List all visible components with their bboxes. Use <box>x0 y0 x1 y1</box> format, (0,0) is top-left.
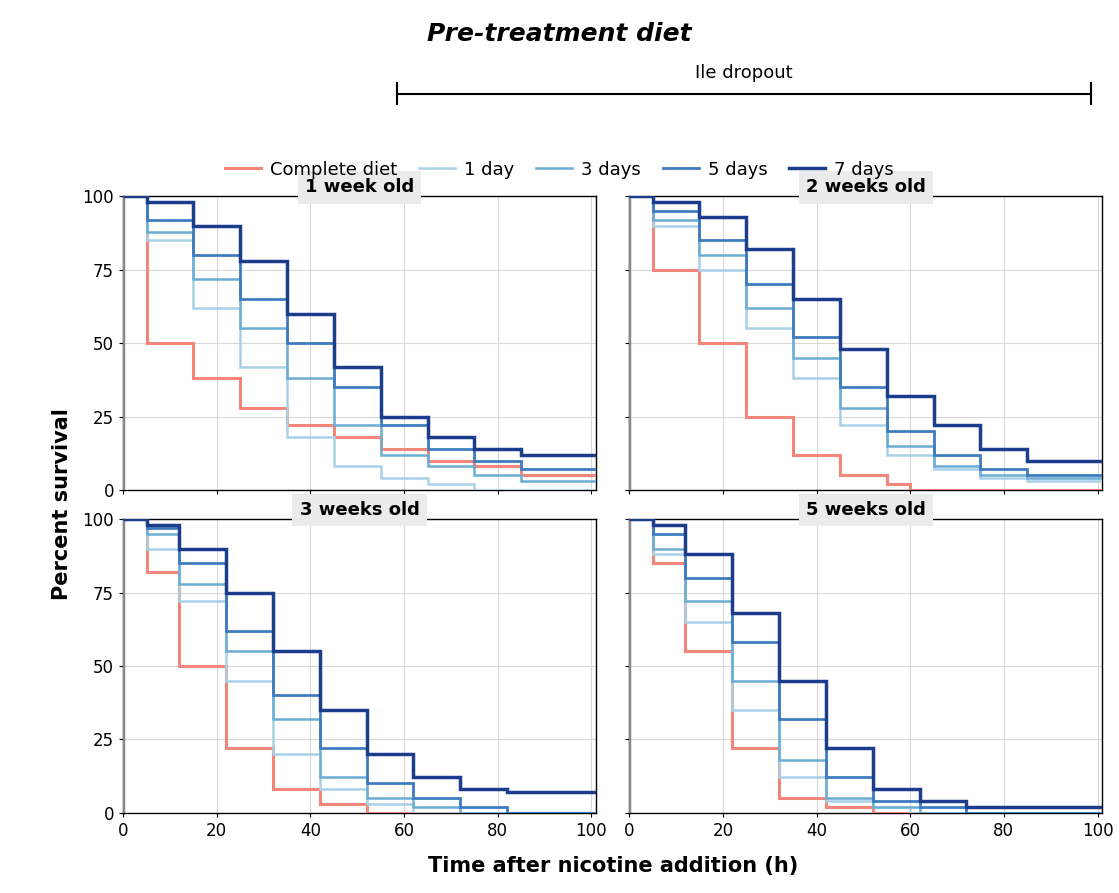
Text: 2 weeks old: 2 weeks old <box>806 179 925 196</box>
Text: 3 weeks old: 3 weeks old <box>300 501 420 519</box>
Text: Time after nicotine addition (h): Time after nicotine addition (h) <box>427 856 798 876</box>
Legend: Complete diet, 1 day, 3 days, 5 days, 7 days: Complete diet, 1 day, 3 days, 5 days, 7 … <box>225 161 894 179</box>
Text: 1 week old: 1 week old <box>305 179 414 196</box>
Text: Percent survival: Percent survival <box>51 409 72 600</box>
Text: Ile dropout: Ile dropout <box>695 64 793 82</box>
Text: 5 weeks old: 5 weeks old <box>806 501 925 519</box>
Text: Pre-treatment diet: Pre-treatment diet <box>427 22 692 46</box>
